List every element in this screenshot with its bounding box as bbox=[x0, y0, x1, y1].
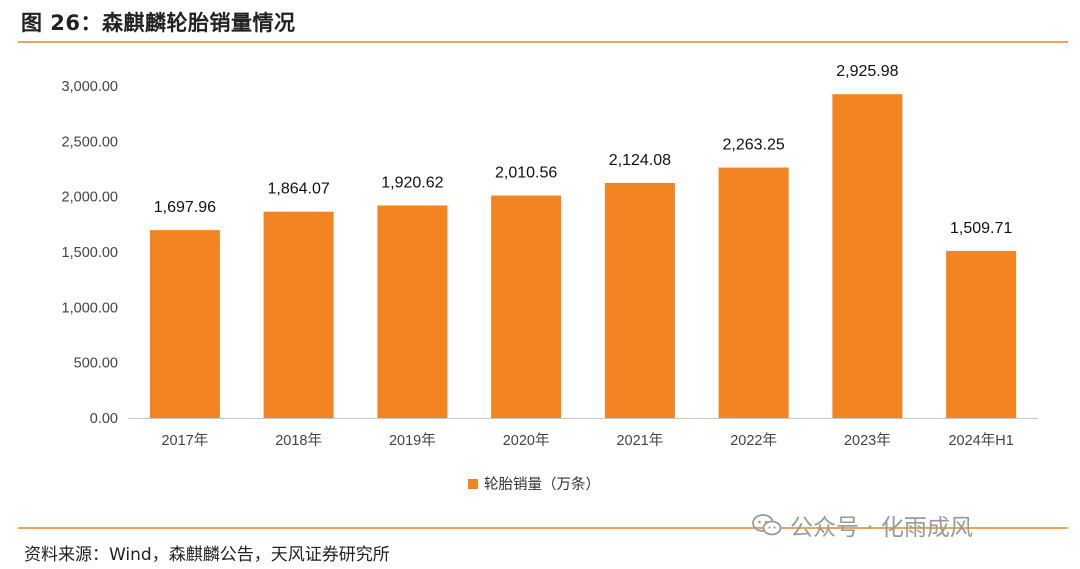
data-label: 1,864.07 bbox=[267, 181, 329, 198]
legend-swatch bbox=[468, 479, 478, 489]
wechat-icon bbox=[752, 514, 782, 536]
y-axis: 0.00 500.00 1,000.00 1,500.00 2,000.00 2,500.… bbox=[62, 79, 118, 427]
source-note: 资料来源：Wind，森麒麟公告，天风证券研究所 bbox=[24, 545, 390, 565]
x-tick-label: 2017年 bbox=[161, 432, 208, 449]
watermark: 公众号 · 化雨成风 bbox=[752, 508, 973, 542]
x-tick-label: 2020年 bbox=[503, 432, 550, 449]
bar bbox=[832, 94, 903, 419]
data-label: 2,124.08 bbox=[609, 152, 671, 169]
bars-group bbox=[149, 94, 1017, 419]
bar bbox=[604, 182, 675, 418]
bar bbox=[718, 167, 789, 418]
y-tick-label: 2,500.00 bbox=[62, 134, 118, 150]
data-label: 2,925.98 bbox=[836, 63, 898, 80]
data-label: 1,920.62 bbox=[381, 174, 443, 191]
y-tick-label: 500.00 bbox=[74, 356, 118, 372]
y-tick-label: 1,500.00 bbox=[62, 245, 118, 261]
figure-title: 图 26：森麒麟轮胎销量情况 bbox=[21, 11, 296, 35]
legend-label: 轮胎销量（万条） bbox=[484, 476, 600, 493]
bar bbox=[946, 250, 1017, 418]
watermark-text: 公众号 · 化雨成风 bbox=[790, 515, 973, 541]
y-tick-label: 2,000.00 bbox=[62, 190, 118, 206]
legend: 轮胎销量（万条） bbox=[468, 476, 600, 493]
bar bbox=[377, 205, 448, 418]
y-tick-label: 1,000.00 bbox=[62, 300, 118, 316]
data-label: 2,263.25 bbox=[722, 137, 784, 154]
x-tick-label: 2019年 bbox=[389, 432, 436, 449]
bar bbox=[491, 195, 562, 418]
data-label: 2,010.56 bbox=[495, 164, 557, 181]
top-divider bbox=[18, 41, 1068, 43]
data-label: 1,697.96 bbox=[154, 199, 216, 216]
bar bbox=[149, 230, 220, 418]
bar-chart: 0.00 500.00 1,000.00 1,500.00 2,000.00 2,500.… bbox=[62, 63, 1038, 493]
x-tick-label: 2024年H1 bbox=[948, 432, 1013, 449]
x-tick-label: 2022年 bbox=[730, 432, 777, 449]
x-axis: 2017年 2018年 2019年 2020年 2021年 2022年 2023年 2024年… bbox=[128, 418, 1038, 449]
data-labels-group: 1,697.96 1,864.07 1,920.62 2,010.56 2,124.08… bbox=[154, 63, 1013, 237]
x-tick-label: 2018年 bbox=[275, 432, 322, 449]
y-tick-label: 3,000.00 bbox=[62, 79, 118, 95]
data-label: 1,509.71 bbox=[950, 220, 1012, 237]
bottom-divider bbox=[18, 527, 1068, 529]
x-tick-label: 2023年 bbox=[844, 432, 891, 449]
bar bbox=[263, 211, 334, 418]
y-tick-label: 0.00 bbox=[90, 411, 118, 427]
x-tick-label: 2021年 bbox=[616, 432, 663, 449]
